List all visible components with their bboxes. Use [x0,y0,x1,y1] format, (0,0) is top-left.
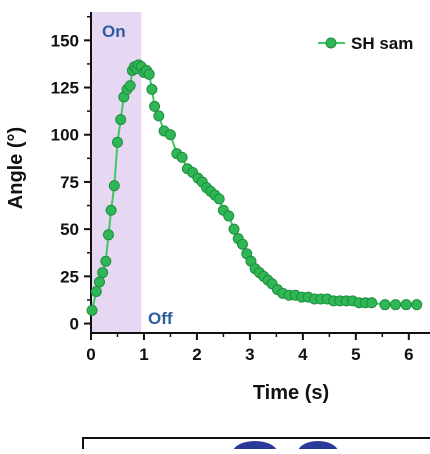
y-tick-label: 0 [70,315,79,334]
y-tick-label: 125 [51,79,79,98]
data-point [366,297,378,309]
data-point [102,229,114,241]
x-axis-title: Time (s) [253,382,329,404]
data-point [111,136,123,148]
data-point [228,223,240,235]
data-point [411,299,423,311]
y-tick-label: 75 [60,173,79,192]
data-point [108,180,120,192]
data-point [164,129,176,141]
y-tick-label: 100 [51,126,79,145]
data-point [149,100,161,112]
x-tick-label: 5 [351,345,360,364]
data-point [105,204,117,216]
legend: SH sam [318,34,413,53]
x-tick-label: 6 [404,345,413,364]
data-point [100,255,112,267]
data-point [153,110,165,122]
data-point [379,299,391,311]
data-point [115,114,127,126]
data-point [93,276,105,288]
x-tick-label: 0 [86,345,95,364]
legend-marker [325,37,337,49]
data-point [390,299,402,311]
data-point [97,267,109,279]
on-annotation: On [102,22,126,41]
x-tick-label: 4 [298,345,308,364]
off-annotation: Off [148,309,173,328]
axes-layer: 0 1 2 3 4 5 6 0 25 50 75 100 125 150 [51,12,430,364]
data-point [176,151,188,163]
y-tick-label: 50 [60,220,79,239]
y-tick-label: 25 [60,267,79,286]
series-layer [86,59,423,316]
data-point [236,238,248,250]
x-tick-label: 1 [139,345,148,364]
data-point [86,304,98,316]
y-axis-title: Angle (°) [5,127,27,209]
data-point [213,193,225,205]
data-point [124,80,136,92]
data-point [143,68,155,80]
data-point [90,285,102,297]
data-point [223,210,235,222]
x-tick-label: 3 [245,345,254,364]
data-point [400,299,412,311]
data-point [146,83,158,95]
legend-label: SH sam [351,34,413,53]
y-tick-label: 150 [51,31,79,50]
x-tick-label: 2 [192,345,201,364]
